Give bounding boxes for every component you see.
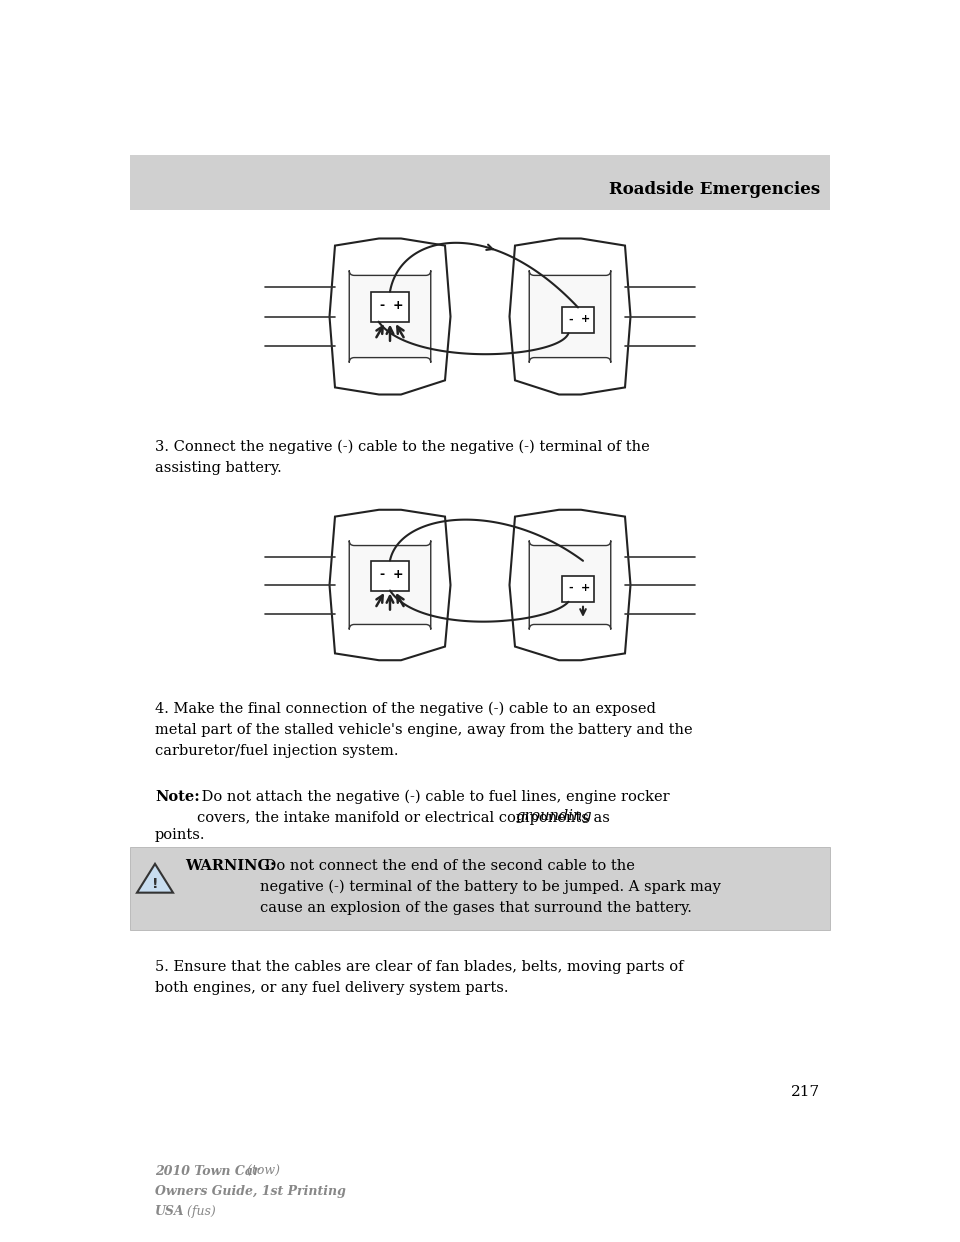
Text: Roadside Emergencies: Roadside Emergencies [609,181,820,199]
Text: 2010 Town Car: 2010 Town Car [155,1165,259,1177]
Text: -: - [379,568,384,581]
Text: Note:: Note: [155,790,200,804]
Text: grounding: grounding [515,809,591,823]
Text: WARNING:: WARNING: [185,859,276,873]
FancyBboxPatch shape [371,560,409,590]
Text: +: + [393,299,403,312]
Text: -: - [568,582,573,592]
Text: 217: 217 [791,1086,820,1099]
FancyBboxPatch shape [371,292,409,322]
Text: -: - [379,299,384,312]
FancyBboxPatch shape [529,271,611,363]
Text: (fus): (fus) [183,1205,216,1218]
Text: +: + [393,568,403,581]
Text: USA: USA [155,1205,184,1218]
FancyBboxPatch shape [562,576,594,602]
Polygon shape [510,238,631,395]
Text: (tow): (tow) [243,1165,280,1177]
FancyBboxPatch shape [130,847,830,930]
Text: Do not connect the end of the second cable to the
negative (-) terminal of the b: Do not connect the end of the second cab… [260,859,721,915]
Text: 5. Ensure that the cables are clear of fan blades, belts, moving parts of
both e: 5. Ensure that the cables are clear of f… [155,960,684,995]
FancyBboxPatch shape [562,308,594,333]
FancyBboxPatch shape [349,271,431,363]
Polygon shape [137,864,173,893]
Text: 4. Make the final connection of the negative (-) cable to an exposed
metal part : 4. Make the final connection of the nega… [155,702,692,758]
FancyBboxPatch shape [529,540,611,630]
FancyBboxPatch shape [349,540,431,630]
Polygon shape [329,509,450,661]
Text: +: + [581,314,589,324]
Text: Do not attach the negative (-) cable to fuel lines, engine rocker
covers, the in: Do not attach the negative (-) cable to … [197,790,670,825]
Text: -: - [568,314,573,324]
Text: +: + [581,582,589,592]
Text: !: ! [152,877,158,891]
Polygon shape [510,509,631,661]
Text: Owners Guide, 1st Printing: Owners Guide, 1st Printing [155,1185,346,1199]
Text: 3. Connect the negative (-) cable to the negative (-) terminal of the
assisting : 3. Connect the negative (-) cable to the… [155,440,650,474]
Polygon shape [329,238,450,395]
FancyBboxPatch shape [130,155,830,210]
Text: points.: points. [155,828,205,842]
